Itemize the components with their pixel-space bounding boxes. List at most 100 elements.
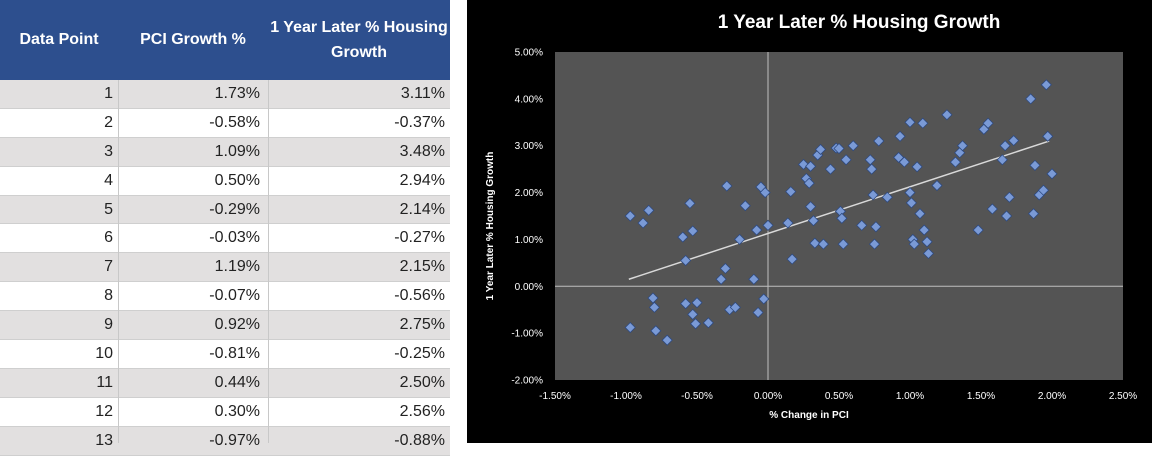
x-tick-label: -1.50% bbox=[539, 391, 571, 402]
cell-pci-growth: -0.97% bbox=[209, 431, 260, 449]
cell-housing-growth: 3.48% bbox=[399, 142, 445, 160]
cell-pci-growth: -0.81% bbox=[209, 344, 260, 362]
cell-data-point: 4 bbox=[104, 171, 113, 189]
cell-housing-growth: 3.11% bbox=[400, 84, 445, 102]
table-row: 11 0.44% 2.50% bbox=[0, 368, 450, 398]
data-point bbox=[836, 212, 848, 224]
data-point bbox=[624, 321, 636, 334]
data-point bbox=[856, 219, 868, 231]
data-point bbox=[986, 203, 998, 215]
cell-housing-growth: 2.15% bbox=[399, 258, 445, 276]
data-point bbox=[739, 200, 751, 212]
data-point bbox=[922, 247, 935, 260]
data-point bbox=[624, 210, 636, 222]
y-tick-label: -1.00% bbox=[511, 329, 543, 340]
data-point bbox=[684, 197, 696, 209]
table-row: 8 -0.07% -0.56% bbox=[0, 282, 450, 312]
data-point bbox=[782, 217, 794, 229]
cell-data-point: 10 bbox=[95, 344, 113, 362]
data-point bbox=[677, 231, 689, 243]
data-point bbox=[914, 208, 926, 220]
cell-data-point: 3 bbox=[104, 142, 113, 160]
data-point bbox=[807, 215, 820, 227]
cell-data-point: 5 bbox=[104, 200, 113, 218]
x-tick-label: 1.00% bbox=[896, 391, 924, 402]
table-row: 3 1.09% 3.48% bbox=[0, 137, 450, 167]
chart-title: 1 Year Later % Housing Growth bbox=[718, 12, 1001, 33]
cell-housing-growth: -0.56% bbox=[394, 287, 445, 305]
data-point bbox=[687, 308, 699, 320]
data-point bbox=[809, 237, 821, 249]
data-point bbox=[972, 224, 984, 236]
cell-data-point: 12 bbox=[95, 402, 113, 420]
data-point bbox=[1042, 130, 1054, 142]
cell-data-point: 13 bbox=[95, 431, 113, 449]
data-point bbox=[982, 117, 994, 129]
data-point bbox=[905, 197, 917, 209]
data-point bbox=[805, 160, 817, 172]
x-tick-label: 0.00% bbox=[754, 391, 782, 402]
data-point bbox=[803, 177, 815, 189]
data-point bbox=[918, 224, 930, 236]
cell-pci-growth: 0.92% bbox=[214, 316, 260, 334]
table-row: 5 -0.29% 2.14% bbox=[0, 195, 450, 225]
data-point bbox=[824, 163, 837, 175]
data-point bbox=[721, 180, 733, 192]
data-point bbox=[921, 236, 933, 248]
data-point bbox=[758, 293, 770, 305]
data-point bbox=[999, 140, 1011, 152]
table-row: 10 -0.81% -0.25% bbox=[0, 340, 450, 369]
data-point bbox=[873, 135, 885, 147]
data-point bbox=[868, 238, 881, 250]
cell-housing-growth: -0.27% bbox=[394, 229, 445, 247]
data-point bbox=[1029, 159, 1041, 171]
data-point bbox=[941, 109, 953, 121]
data-point bbox=[751, 224, 763, 236]
x-tick-label: 2.00% bbox=[1038, 391, 1066, 402]
cell-data-point: 7 bbox=[104, 258, 113, 276]
data-point bbox=[931, 179, 943, 192]
data-point bbox=[917, 117, 929, 129]
data-point bbox=[680, 298, 692, 310]
data-point bbox=[648, 301, 660, 313]
table-row: 7 1.19% 2.15% bbox=[0, 253, 450, 283]
header-data-point: Data Point bbox=[19, 31, 99, 48]
scatter-chart-panel: 1 Year Later % Housing Growth -2.00% -1.00… bbox=[467, 0, 1152, 443]
data-point bbox=[762, 219, 774, 231]
cell-data-point: 9 bbox=[104, 316, 113, 334]
header-pci-growth: PCI Growth % bbox=[140, 31, 246, 48]
data-point bbox=[870, 221, 882, 233]
y-tick-label: 2.00% bbox=[515, 188, 543, 199]
data-point bbox=[690, 318, 702, 330]
column-divider bbox=[118, 80, 119, 443]
data-point bbox=[687, 225, 699, 237]
table-row: 2 -0.58% -0.37% bbox=[0, 109, 450, 138]
data-point bbox=[785, 186, 797, 198]
y-axis-label: 1 Year Later % Housing Growth bbox=[485, 152, 496, 301]
y-tick-label: 3.00% bbox=[515, 141, 543, 152]
cell-pci-growth: -0.07% bbox=[209, 287, 260, 305]
data-point bbox=[956, 140, 969, 152]
data-point bbox=[647, 292, 659, 304]
cell-housing-growth: 2.75% bbox=[399, 316, 445, 334]
y-tick-label: 0.00% bbox=[515, 282, 543, 293]
data-point bbox=[680, 254, 692, 267]
data-point bbox=[898, 156, 910, 168]
data-point bbox=[908, 238, 920, 250]
data-point bbox=[814, 143, 827, 156]
data-point bbox=[719, 262, 731, 275]
cell-pci-growth: 1.19% bbox=[214, 258, 260, 276]
data-point bbox=[759, 187, 771, 199]
data-point bbox=[702, 317, 714, 329]
data-point bbox=[729, 301, 741, 313]
x-axis-label: % Change in PCI bbox=[769, 410, 849, 421]
cell-pci-growth: -0.29% bbox=[209, 200, 260, 218]
data-point bbox=[748, 273, 760, 285]
data-point bbox=[1027, 208, 1040, 220]
data-table: Data Point PCI Growth % 1 Year Later % H… bbox=[0, 0, 450, 456]
data-point bbox=[805, 201, 817, 213]
x-tick-label: 0.50% bbox=[825, 391, 853, 402]
cell-housing-growth: 2.14% bbox=[399, 200, 445, 218]
data-point bbox=[904, 187, 916, 199]
data-point bbox=[691, 297, 703, 309]
